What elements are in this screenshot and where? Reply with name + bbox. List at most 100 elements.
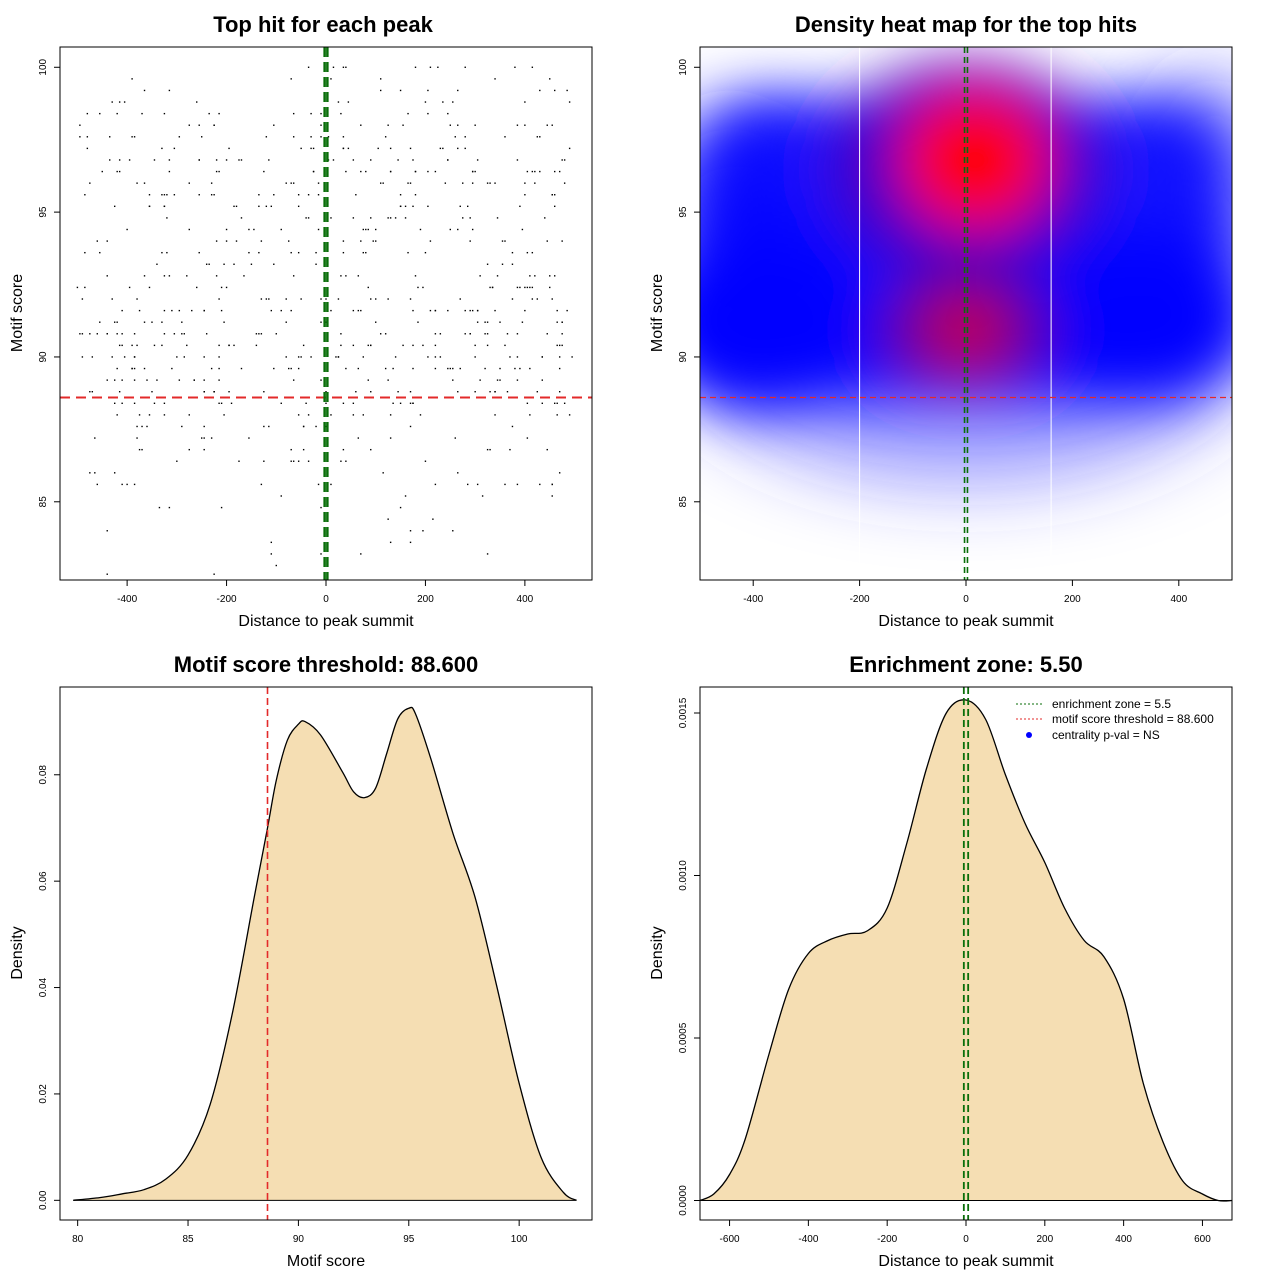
scatter-point — [554, 275, 556, 277]
x-tick-label: -600 — [720, 1234, 740, 1245]
scatter-point — [531, 251, 534, 254]
scatter-point — [260, 298, 263, 300]
scatter-point — [514, 367, 516, 370]
scatter-point — [213, 124, 215, 126]
scatter-point — [459, 298, 461, 300]
scatter-point — [494, 309, 496, 312]
scatter-point — [205, 263, 208, 265]
scatter-point — [198, 194, 200, 196]
scatter-point — [223, 263, 225, 265]
scatter-point — [571, 356, 573, 358]
scatter-point — [168, 506, 171, 509]
scatter-point — [414, 66, 417, 68]
scatter-point — [427, 112, 429, 115]
scatter-point — [198, 124, 200, 126]
scatter-point — [464, 333, 466, 335]
scatter-point — [148, 286, 151, 289]
scatter-point — [476, 483, 479, 486]
scatter-point — [317, 182, 320, 184]
scatter-point — [347, 101, 350, 103]
scatter-point — [86, 147, 89, 150]
scatter-point — [464, 147, 466, 150]
scatter-point — [325, 321, 327, 323]
y-axis-label: Motif score — [9, 274, 26, 352]
scatter-point — [183, 333, 185, 335]
x-tick-label: 95 — [403, 1234, 415, 1245]
scatter-point — [412, 344, 414, 347]
scatter-point — [285, 182, 287, 184]
x-tick-label: 90 — [293, 1234, 305, 1245]
scatter-point — [106, 333, 108, 335]
x-tick-label: 100 — [511, 1234, 528, 1245]
scatter-point — [220, 286, 223, 289]
scatter-point — [519, 367, 521, 370]
scatter-point — [360, 124, 362, 126]
chart-title: Motif score threshold: 88.600 — [174, 652, 478, 677]
scatter-point — [118, 101, 121, 103]
scatter-point — [561, 321, 563, 323]
scatter-point — [270, 553, 273, 555]
scatter-point — [310, 147, 312, 150]
axis-ticks: 80 85 90 95 100 0.00 0.02 0.04 0.06 0.08 — [38, 765, 528, 1245]
y-tick-label: 0.06 — [38, 871, 49, 891]
scatter-point — [325, 298, 327, 300]
data-marks — [73, 706, 577, 1201]
scatter-point — [188, 124, 190, 126]
scatter-point — [163, 112, 166, 115]
scatter-point — [337, 101, 340, 103]
scatter-point — [210, 182, 213, 184]
scatter-point — [476, 321, 479, 323]
x-tick-label: 200 — [1036, 1234, 1053, 1245]
scatter-point — [412, 367, 414, 370]
scatter-point — [123, 356, 126, 358]
scatter-point — [248, 437, 250, 439]
scatter-point — [300, 298, 302, 300]
scatter-point — [541, 356, 543, 358]
scatter-point — [434, 483, 437, 486]
scatter-point — [233, 205, 235, 208]
scatter-point — [315, 251, 317, 254]
scatter-point — [546, 448, 548, 451]
scatter-point — [424, 101, 427, 103]
scatter-point — [399, 506, 402, 509]
scatter-point — [568, 101, 571, 103]
scatter-point — [290, 448, 292, 451]
scatter-point — [499, 367, 501, 370]
scatter-point — [486, 321, 489, 323]
scatter-point — [268, 159, 270, 161]
scatter-point — [213, 573, 215, 575]
scatter-point — [280, 309, 282, 312]
scatter-point — [163, 402, 166, 404]
scatter-point — [568, 147, 571, 150]
scatter-point — [360, 240, 362, 242]
scatter-point — [382, 182, 384, 184]
scatter-point — [133, 356, 136, 358]
scatter-point — [556, 402, 558, 404]
y-tick-label: 90 — [38, 351, 49, 363]
scatter-point — [568, 414, 571, 416]
scatter-point — [260, 483, 263, 486]
scatter-point — [203, 425, 205, 428]
scatter-point — [248, 251, 250, 254]
scatter-point — [342, 136, 345, 138]
scatter-point — [516, 286, 519, 289]
scatter-point — [201, 437, 203, 439]
scatter-point — [292, 379, 295, 381]
scatter-point — [203, 379, 205, 381]
scatter-point — [118, 391, 121, 393]
scatter-point — [228, 391, 230, 393]
scatter-point — [345, 66, 347, 68]
scatter-point — [158, 506, 161, 509]
scatter-point — [191, 309, 193, 312]
scatter-point — [422, 530, 424, 532]
scatter-point — [375, 240, 377, 242]
scatter-point — [297, 460, 300, 462]
scatter-point — [389, 147, 392, 150]
scatter-point — [96, 333, 98, 335]
scatter-point — [106, 573, 108, 575]
scatter-point — [332, 159, 335, 161]
scatter-point — [382, 472, 384, 474]
scatter-point — [392, 367, 394, 370]
scatter-point — [255, 333, 258, 335]
reference-lines — [962, 687, 970, 1220]
